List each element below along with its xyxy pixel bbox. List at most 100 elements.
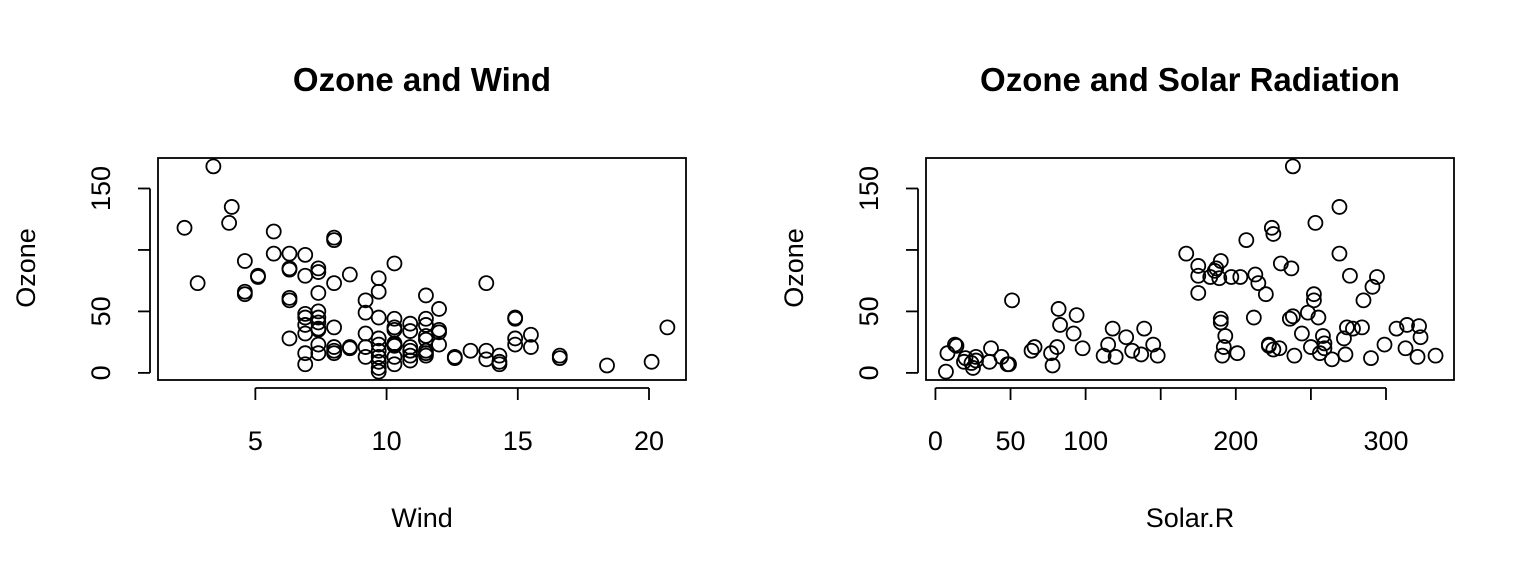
y-tick-label: 50 [86, 296, 116, 326]
data-point [310, 309, 327, 326]
data-point [370, 342, 387, 359]
chart-title: Ozone and Solar Radiation [980, 61, 1400, 98]
data-point [1299, 304, 1316, 321]
data-point [236, 253, 253, 269]
data-point [446, 350, 463, 367]
data-point [1397, 340, 1414, 357]
data-point [1212, 310, 1229, 327]
data-point [1095, 347, 1112, 364]
data-point [1284, 308, 1301, 325]
data-point [947, 336, 963, 353]
data-point [1345, 320, 1361, 337]
data-point [939, 345, 956, 362]
data-point [1250, 275, 1267, 292]
data-point [1306, 286, 1322, 303]
data-point [1190, 267, 1207, 284]
data-point [1306, 292, 1322, 309]
data-point [1049, 339, 1065, 355]
data-point [965, 360, 981, 376]
y-axis-label: Ozone [11, 228, 41, 308]
data-point [1214, 347, 1231, 364]
axis-ticks: 5 10 15 20 0 50 150 [86, 166, 664, 456]
data-point [462, 342, 479, 359]
x-tick-label: 10 [372, 426, 402, 456]
data-point [1342, 267, 1358, 284]
data-point [326, 232, 342, 249]
data-point [1211, 270, 1228, 287]
data-point [1100, 336, 1117, 353]
data-point [205, 158, 222, 175]
y-tick-label: 50 [854, 296, 884, 326]
data-point [357, 292, 374, 309]
x-tick-label: 20 [634, 426, 664, 456]
data-point [1145, 336, 1162, 353]
x-tick-label: 15 [503, 426, 533, 456]
data-point [1409, 348, 1426, 365]
y-tick-label: 150 [86, 166, 116, 211]
data-point [1074, 340, 1091, 357]
data-point [326, 275, 342, 292]
data-point [1369, 269, 1385, 285]
data-point [1281, 310, 1298, 327]
data-point [1312, 345, 1328, 362]
data-point [189, 275, 206, 292]
plot-frame [925, 157, 1455, 381]
data-point [1286, 347, 1303, 364]
data-point [1190, 258, 1207, 274]
chart-title: Ozone and Wind [293, 61, 551, 98]
data-point [1260, 337, 1277, 354]
data-point [1315, 328, 1331, 344]
data-point [507, 330, 524, 347]
data-point [1124, 342, 1141, 359]
data-point [968, 348, 984, 365]
data-point [1363, 350, 1379, 367]
data-point [265, 245, 282, 262]
data-point [1052, 317, 1068, 333]
data-point [326, 319, 342, 336]
data-point [341, 266, 358, 283]
data-point [402, 347, 419, 364]
y-tick-label: 0 [86, 365, 116, 380]
data-point [402, 342, 419, 359]
data-point [402, 323, 419, 339]
data-point [1355, 292, 1372, 309]
data-point [370, 363, 387, 380]
data-point [418, 347, 434, 364]
data-point [1104, 320, 1121, 337]
data-point [1212, 314, 1229, 331]
data-point [1272, 255, 1289, 272]
data-point [1331, 199, 1348, 215]
data-point [250, 267, 266, 284]
data-point [281, 330, 298, 347]
data-point [221, 215, 238, 231]
data-point [1133, 346, 1150, 363]
data-point [1337, 346, 1354, 363]
x-tick-label: 0 [928, 426, 943, 456]
data-point [431, 336, 447, 353]
data-point [1283, 260, 1300, 277]
data-point [1376, 336, 1393, 353]
data-point [386, 310, 403, 327]
data-point [357, 348, 374, 365]
data-point [1190, 285, 1207, 301]
data-point [1026, 339, 1043, 355]
data-point [523, 326, 539, 343]
data-point [948, 337, 965, 354]
data-point [1215, 339, 1232, 355]
data-point [236, 286, 253, 303]
data-point [1324, 351, 1340, 368]
data-point [386, 348, 403, 365]
data-point [1339, 319, 1355, 336]
data-point [265, 223, 282, 240]
data-point [310, 336, 327, 353]
data-point [402, 315, 419, 332]
data-point [310, 303, 327, 320]
data-point [478, 275, 495, 292]
x-tick-label: 5 [248, 426, 263, 456]
data-point [402, 352, 419, 369]
data-point [478, 351, 495, 368]
x-tick-label: 50 [996, 426, 1026, 456]
data-point [370, 283, 387, 300]
data-point [1223, 269, 1240, 285]
data-point [386, 337, 403, 354]
